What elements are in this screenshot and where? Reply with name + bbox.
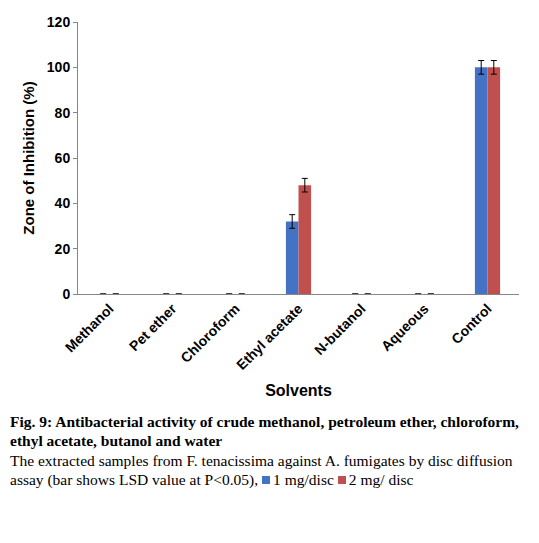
svg-text:Solvents: Solvents bbox=[265, 382, 332, 399]
svg-text:60: 60 bbox=[55, 150, 71, 166]
svg-text:20: 20 bbox=[55, 241, 71, 257]
svg-text:Methanol: Methanol bbox=[62, 301, 117, 356]
html-text:2 mg/ disc: 2 mg/ disc bbox=[348, 471, 414, 489]
svg-text:Pet ether: Pet ether bbox=[126, 300, 180, 354]
html-text:1 mg/disc: 1 mg/disc bbox=[273, 471, 334, 489]
svg-text:Control: Control bbox=[448, 301, 495, 348]
svg-text:80: 80 bbox=[55, 105, 71, 121]
svg-text:Ethyl acetate: Ethyl acetate bbox=[233, 300, 306, 373]
html-text:Fig. 9: Antibacterial activity: Fig. 9: Antibacterial activity of crude … bbox=[10, 413, 519, 450]
svg-text:N-butanol: N-butanol bbox=[311, 301, 369, 359]
svg-text:100: 100 bbox=[47, 59, 71, 75]
svg-text:Zone of Inhibition (%): Zone of Inhibition (%) bbox=[20, 81, 37, 234]
svg-text:120: 120 bbox=[47, 14, 71, 30]
html-text:The extracted samples from F.: The extracted samples from F. tenacissim… bbox=[10, 451, 513, 489]
svg-text:Aqueous: Aqueous bbox=[378, 300, 432, 354]
svg-text:40: 40 bbox=[55, 195, 71, 211]
svg-text:Chloroform: Chloroform bbox=[177, 301, 242, 366]
svg-text:0: 0 bbox=[62, 286, 70, 302]
